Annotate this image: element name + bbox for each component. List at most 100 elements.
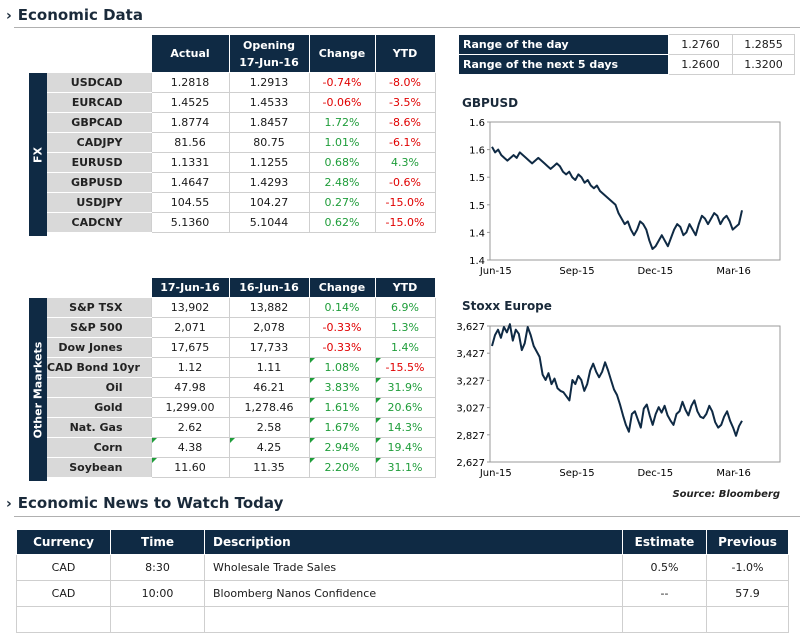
news-row-previous: 57.9 [706, 580, 789, 607]
y-tick-label: 1.6 [469, 118, 485, 129]
news-row-time: 8:30 [110, 554, 205, 581]
news-row-empty-cell [204, 606, 623, 633]
other-row-change: 1.67% [308, 417, 376, 438]
news-row-time: 10:00 [110, 580, 205, 607]
news-row-empty-cell [706, 606, 789, 633]
fx-table: Actual Opening 17-Jun-16 Change YTD USDCA… [47, 34, 436, 233]
other-row-ytd: 31.1% [374, 457, 436, 478]
news-header-description: Description [204, 529, 623, 555]
fx-row: GBPUSD 1.4647 1.4293 2.48% -0.6% [47, 172, 436, 193]
other-row-name: Nat. Gas [47, 417, 151, 438]
range-day-low: 1.2760 [668, 34, 733, 55]
other-row-actual: 4.38 [150, 437, 230, 458]
other-row-change: 2.94% [308, 437, 376, 458]
other-row-actual: 17,675 [150, 337, 230, 358]
fx-row-change: 0.68% [308, 152, 376, 173]
other-row-change: 1.61% [308, 397, 376, 418]
news-header-estimate: Estimate [622, 529, 707, 555]
other-row-ytd: 14.3% [374, 417, 436, 438]
other-row-change: -0.33% [308, 337, 376, 358]
economic-data-rule [14, 27, 800, 28]
other-row-change: -0.33% [308, 317, 376, 338]
other-row: S&P TSX 13,902 13,882 0.14% 6.9% [47, 297, 436, 318]
fx-header-change: Change [308, 34, 376, 73]
news-row: CAD 8:30 Wholesale Trade Sales 0.5% -1.0% [16, 554, 789, 581]
fx-row-actual: 1.1331 [150, 152, 230, 173]
fx-row-change: -0.74% [308, 72, 376, 93]
other-row: Corn 4.38 4.25 2.94% 19.4% [47, 437, 436, 458]
fx-header-actual: Actual [150, 34, 230, 73]
other-row-name: Soybean [47, 457, 151, 478]
other-header-change: Change [308, 277, 376, 298]
y-tick-label: 1.4 [469, 256, 485, 267]
other-row-ytd: 31.9% [374, 377, 436, 398]
fx-row: USDJPY 104.55 104.27 0.27% -15.0% [47, 192, 436, 213]
y-tick-label: 3,427 [456, 349, 485, 360]
fx-row: CADJPY 81.56 80.75 1.01% -6.1% [47, 132, 436, 153]
fx-row-ytd: -15.0% [374, 212, 436, 233]
range-table: Range of the day 1.2760 1.2855 Range of … [458, 34, 795, 75]
other-row-ytd: 1.4% [374, 337, 436, 358]
other-markets-side-label-text: Other Maarkets [31, 341, 45, 438]
fx-row-ytd: -15.0% [374, 192, 436, 213]
other-row: Nat. Gas 2.62 2.58 1.67% 14.3% [47, 417, 436, 438]
news-row-description: Bloomberg Nanos Confidence [204, 580, 623, 607]
other-markets-table: 17-Jun-16 16-Jun-16 Change YTD S&P TSX 13… [47, 277, 436, 478]
other-row-opening: 4.25 [228, 437, 310, 458]
other-row-opening: 17,733 [228, 337, 310, 358]
stoxx-chart-title: Stoxx Europe [462, 299, 552, 313]
fx-row-change: 2.48% [308, 172, 376, 193]
fx-row-ytd: -3.5% [374, 92, 436, 113]
range-week-label: Range of the next 5 days [458, 54, 669, 75]
other-row-name: CAD Bond 10yr [47, 357, 151, 378]
range-day-label: Range of the day [458, 34, 669, 55]
fx-row-name: CADCNY [47, 212, 151, 233]
other-row-actual: 47.98 [150, 377, 230, 398]
fx-row-opening: 1.2913 [228, 72, 310, 93]
range-day-high: 1.2855 [732, 34, 795, 55]
fx-row-change: 0.62% [308, 212, 376, 233]
other-row-actual: 11.60 [150, 457, 230, 478]
other-header-ytd: YTD [374, 277, 436, 298]
other-row-opening: 1,278.46 [228, 397, 310, 418]
fx-row-opening: 1.4533 [228, 92, 310, 113]
chevron-right-icon: › [6, 496, 12, 512]
fx-row-change: 1.01% [308, 132, 376, 153]
fx-row-change: 1.72% [308, 112, 376, 133]
fx-row-opening: 80.75 [228, 132, 310, 153]
other-row: Dow Jones 17,675 17,733 -0.33% 1.4% [47, 337, 436, 358]
range-week-row: Range of the next 5 days 1.2600 1.3200 [458, 54, 795, 75]
news-row-currency: CAD [16, 554, 111, 581]
news-row-estimate: -- [622, 580, 707, 607]
other-row-opening: 1.11 [228, 357, 310, 378]
fx-row-actual: 1.2818 [150, 72, 230, 93]
x-tick-label: Jun-15 [479, 468, 512, 479]
range-week-high: 1.3200 [732, 54, 795, 75]
other-row-change: 1.08% [308, 357, 376, 378]
x-tick-label: Sep-15 [559, 468, 594, 479]
other-row-change: 3.83% [308, 377, 376, 398]
news-header-time: Time [110, 529, 205, 555]
other-row-change: 2.20% [308, 457, 376, 478]
fx-row-name: CADJPY [47, 132, 151, 153]
other-row-opening: 2.58 [228, 417, 310, 438]
other-header-date1: 17-Jun-16 [150, 277, 230, 298]
fx-row-actual: 1.4525 [150, 92, 230, 113]
fx-side-label: FX [29, 73, 47, 236]
fx-row: EURCAD 1.4525 1.4533 -0.06% -3.5% [47, 92, 436, 113]
fx-header-ytd: YTD [374, 34, 436, 73]
x-tick-label: Dec-15 [637, 266, 673, 277]
fx-row-ytd: -8.0% [374, 72, 436, 93]
fx-row-opening: 1.8457 [228, 112, 310, 133]
y-tick-label: 1.4 [469, 228, 485, 239]
other-row-ytd: 1.3% [374, 317, 436, 338]
other-markets-side-label: Other Maarkets [29, 298, 47, 481]
other-header-date2: 16-Jun-16 [228, 277, 310, 298]
fx-row-name: EURCAD [47, 92, 151, 113]
fx-row-opening: 1.4293 [228, 172, 310, 193]
y-tick-label: 1.6 [469, 146, 485, 157]
y-tick-label: 3,627 [456, 322, 485, 333]
fx-row-actual: 5.1360 [150, 212, 230, 233]
other-row-name: S&P TSX [47, 297, 151, 318]
fx-header-opening: Opening 17-Jun-16 [228, 34, 310, 73]
